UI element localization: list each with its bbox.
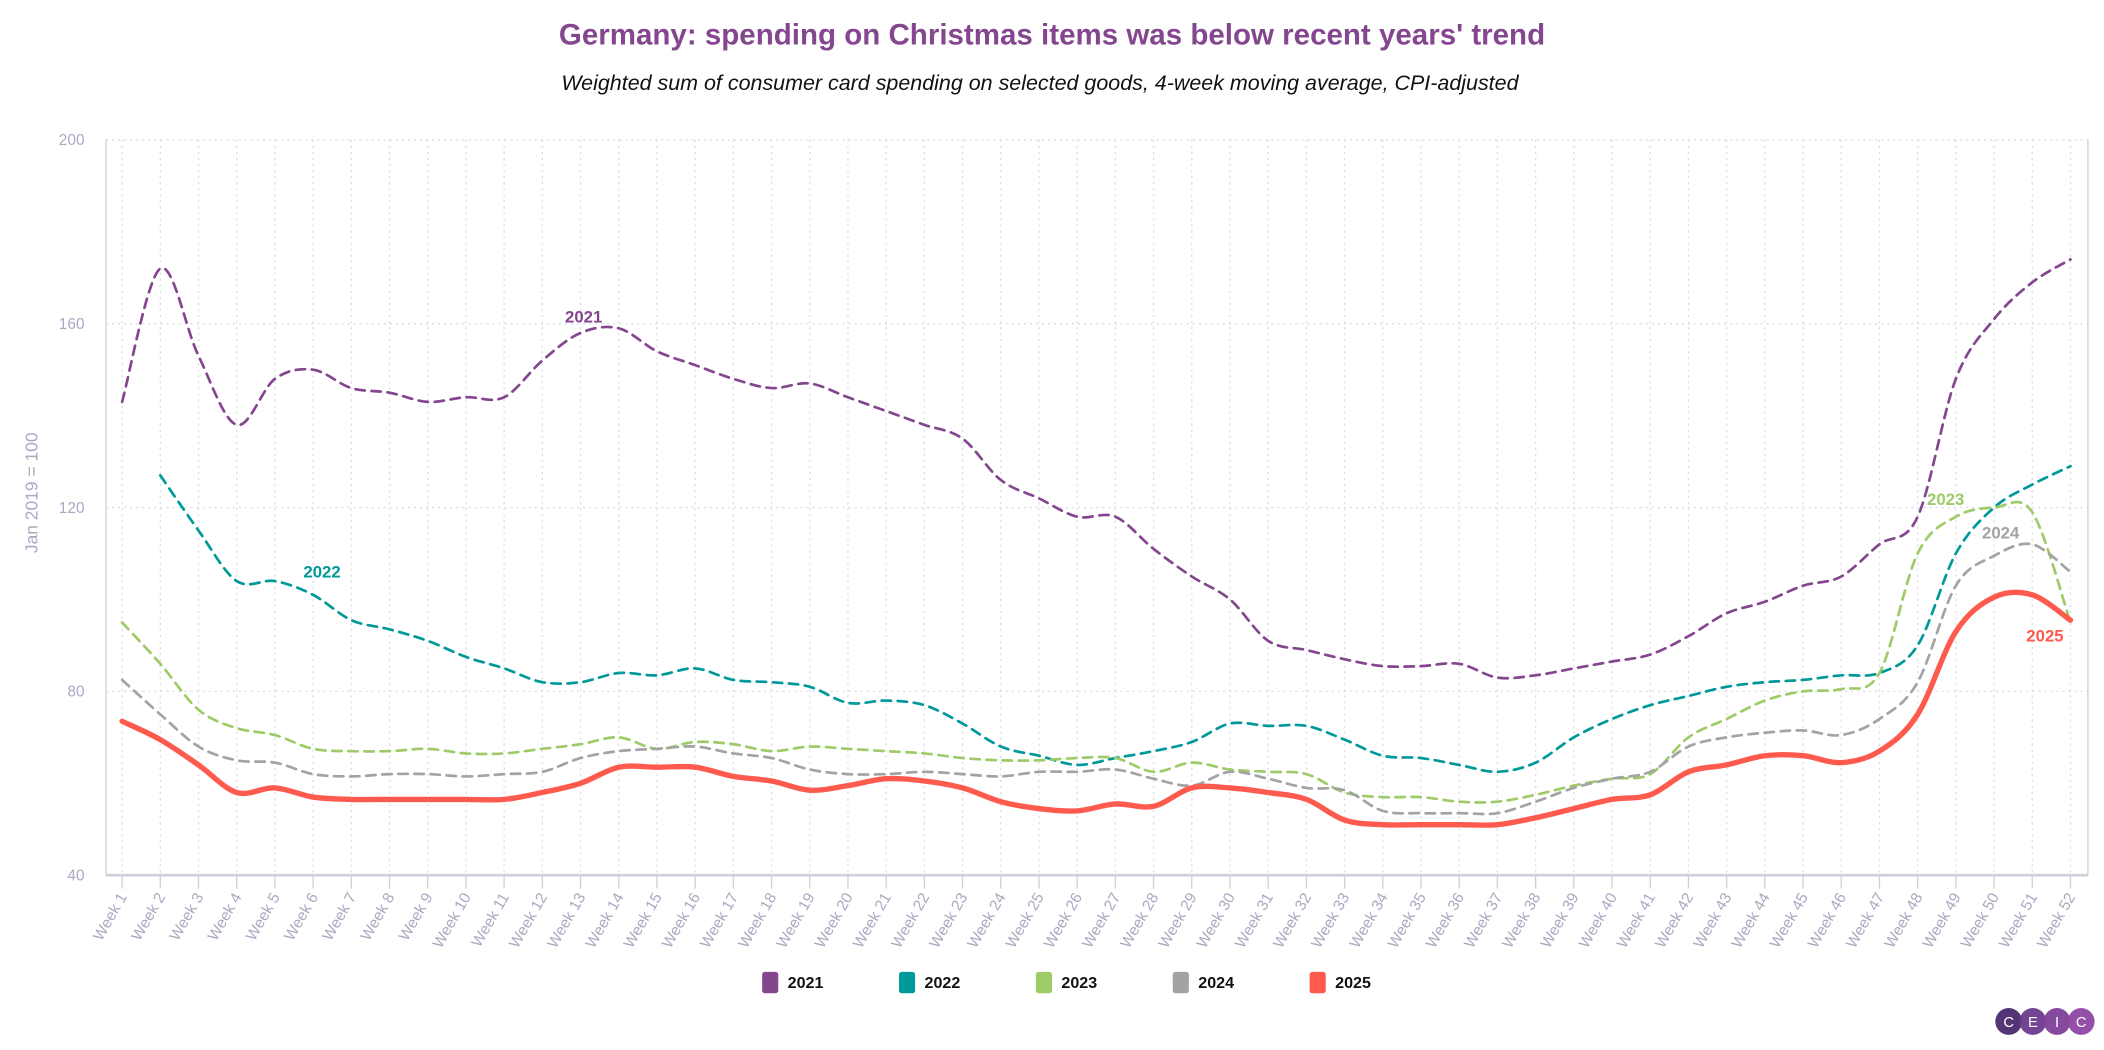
x-tick-label: Week 6 [281, 890, 322, 944]
y-axis-label: Jan 2019 = 100 [22, 432, 42, 553]
logo-circle [2067, 1008, 2095, 1035]
x-tick-label: Week 9 [396, 890, 437, 944]
series-line-2025 [119, 589, 2074, 828]
y-tick-label: 200 [59, 132, 85, 149]
series-lines [119, 258, 2074, 828]
logo-letter: E [2028, 1015, 2038, 1031]
x-tick-label: Week 1 [90, 890, 131, 944]
chart-subtitle: Weighted sum of consumer card spending o… [561, 71, 1519, 95]
series-annotations: 2021 2022 2023 2024 2025 [303, 307, 2063, 645]
logo-circle [2019, 1008, 2047, 1035]
x-tick-label: Week 3 [167, 890, 208, 944]
logo-letter: I [2055, 1015, 2059, 1031]
y-tick-label: 160 [59, 316, 85, 333]
y-tick-label: 80 [67, 684, 84, 701]
logo-circle [1995, 1008, 2023, 1035]
legend: 2021 2022 2023 2024 2025 [762, 971, 1371, 994]
y-tick-label: 120 [59, 500, 85, 517]
series-label-2024: 2024 [1982, 523, 2020, 542]
series-label-2021: 2021 [565, 307, 602, 326]
logo-letter: C [2076, 1015, 2087, 1031]
x-tick-label: Week 2 [128, 890, 169, 944]
series-line-2024 [120, 542, 2072, 816]
gridlines [106, 139, 2088, 876]
logo-circle [2043, 1008, 2071, 1035]
y-tick-label: 40 [67, 868, 84, 885]
legend-swatch-2022 [899, 971, 916, 994]
x-tick-label: Week 5 [243, 890, 284, 944]
legend-label-2021: 2021 [788, 974, 824, 992]
series-label-2023: 2023 [1927, 490, 1964, 509]
logo-letter: C [2003, 1015, 2014, 1031]
legend-label-2023: 2023 [1061, 974, 1097, 992]
x-tick-label: Week 7 [319, 890, 360, 944]
x-tick-label: Week 4 [205, 890, 246, 944]
legend-swatch-2024 [1172, 971, 1189, 994]
series-line-2021 [120, 258, 2072, 680]
legend-swatch-2023 [1035, 971, 1052, 994]
series-line-2023 [120, 500, 2072, 804]
legend-label-2024: 2024 [1198, 974, 1234, 992]
legend-swatch-2025 [1309, 971, 1326, 994]
series-label-2022: 2022 [303, 562, 340, 581]
legend-label-2022: 2022 [925, 974, 961, 992]
x-tick-label: Week 8 [358, 890, 399, 944]
legend-label-2025: 2025 [1335, 974, 1371, 992]
legend-swatch-2021 [762, 971, 779, 994]
chart-title: Germany: spending on Christmas items was… [559, 19, 1545, 52]
series-label-2025: 2025 [2026, 627, 2063, 646]
x-tick-label: Week 52 [2034, 890, 2079, 951]
